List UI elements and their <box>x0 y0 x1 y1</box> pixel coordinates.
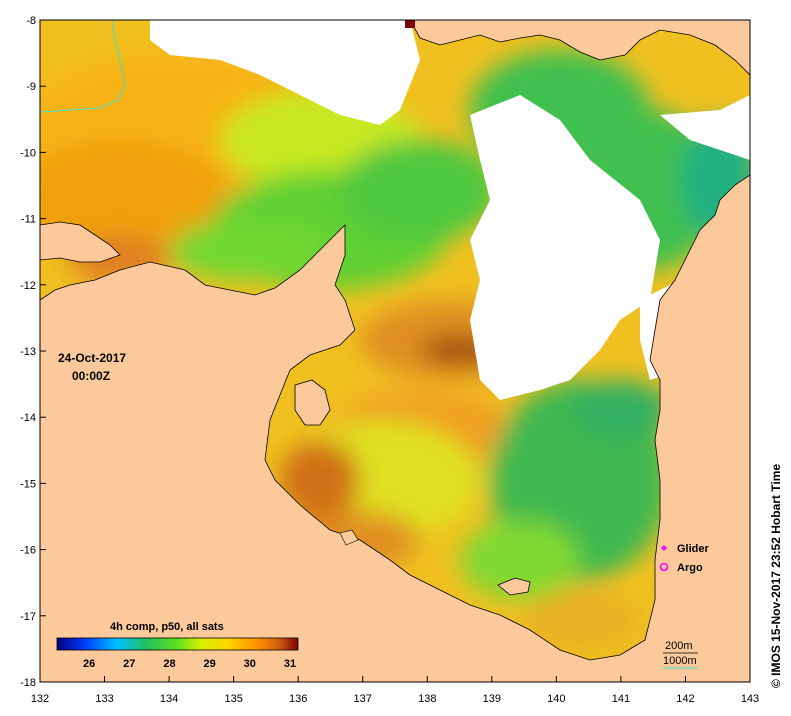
legend-glider-label: Glider <box>677 543 710 555</box>
y-tick-label: -15 <box>20 478 36 490</box>
x-tick-label: 140 <box>547 693 565 705</box>
x-tick-label: 138 <box>418 693 436 705</box>
x-tick-label: 139 <box>483 693 501 705</box>
land-melville-island <box>40 221 121 263</box>
y-tick-label: -11 <box>21 214 36 226</box>
y-tick-label: -14 <box>20 412 36 424</box>
colorbar-title: 4h comp, p50, all sats <box>110 621 224 633</box>
map-plot-area <box>40 20 750 682</box>
colorbar-tick-label: 30 <box>244 658 256 670</box>
colorbar-gradient <box>56 637 299 651</box>
y-tick-label: -8 <box>26 15 36 27</box>
x-tick-label: 134 <box>160 693 178 705</box>
x-tick-label: 141 <box>612 693 630 705</box>
x-tick-label: 135 <box>224 693 242 705</box>
x-tick-label: 136 <box>289 693 307 705</box>
y-tick-label: -13 <box>20 346 36 358</box>
contour-legend: 200m 1000m <box>663 640 698 669</box>
colorbar-tick-label: 28 <box>163 658 175 670</box>
legend: Glider Argo <box>659 543 710 574</box>
glider-marker-icon <box>661 545 667 551</box>
argo-marker-icon <box>659 562 669 572</box>
x-tick-label: 133 <box>95 693 113 705</box>
y-tick-label: -18 <box>20 677 36 689</box>
contour-1000m-line <box>40 20 126 113</box>
x-tick-label: 142 <box>676 693 694 705</box>
time-label: 00:00Z <box>72 369 110 383</box>
contour-200m-label: 200m <box>665 640 693 652</box>
x-tick-label: 137 <box>354 693 372 705</box>
legend-argo-label: Argo <box>677 562 703 574</box>
colorbar-tick-label: 27 <box>123 658 135 670</box>
credit-text: © IMOS 15-Nov-2017 23:52 Hobart Time <box>769 464 783 688</box>
y-tick-label: -17 <box>20 611 36 623</box>
colorbar-tick-label: 31 <box>284 658 296 670</box>
colorbar-tick-label: 29 <box>204 658 216 670</box>
colorbar-tick-label: 26 <box>83 658 95 670</box>
y-tick-label: -10 <box>20 147 36 159</box>
sst-field <box>40 50 750 650</box>
colorbar: 4h comp, p50, all sats 26 27 28 29 30 31 <box>56 621 299 670</box>
y-tick-label: -12 <box>20 280 36 292</box>
land-arnhem <box>40 174 750 682</box>
land-mornington-island <box>497 577 531 596</box>
date-label: 24-Oct-2017 <box>58 351 126 365</box>
y-tick-label: -9 <box>26 81 36 93</box>
x-axis: 132 133 134 135 136 137 138 139 140 141 142 143 <box>31 676 759 705</box>
colorbar-ticks: 26 27 28 29 30 31 <box>83 658 296 670</box>
land-groote-eylandt <box>294 379 331 426</box>
warm-speck <box>405 20 415 28</box>
x-tick-label: 132 <box>31 693 49 705</box>
land-new-guinea <box>409 20 750 76</box>
y-tick-label: -16 <box>20 545 36 557</box>
land-small-island <box>339 529 359 546</box>
contour-1000m-label: 1000m <box>663 655 697 667</box>
x-tick-label: 143 <box>741 693 759 705</box>
y-axis: -8 -9 -10 -11 -12 -13 -14 -15 -16 -17 -18 <box>20 15 46 689</box>
